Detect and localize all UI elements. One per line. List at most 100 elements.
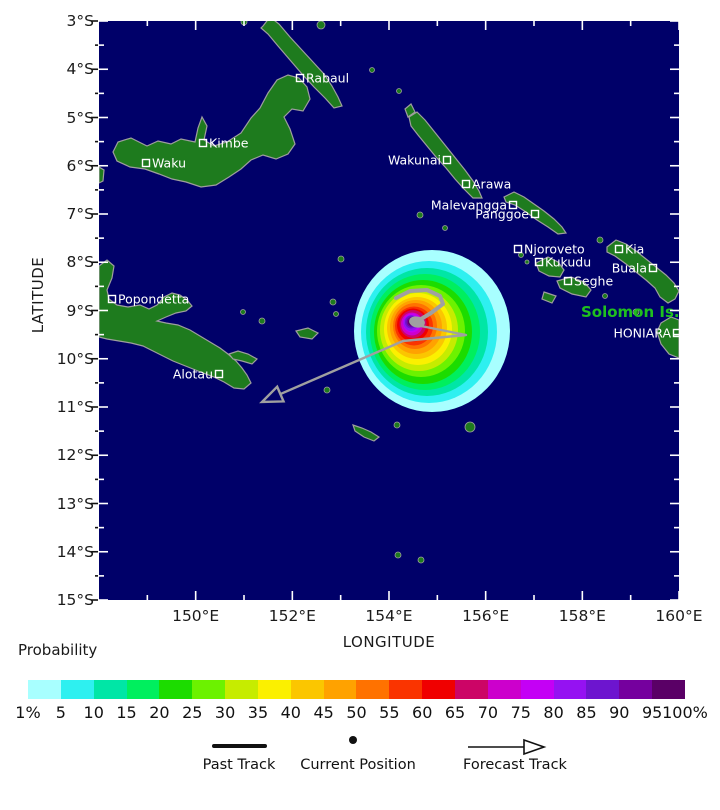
city-label-kukudu: Kukudu <box>545 255 591 270</box>
islet <box>323 386 331 394</box>
islet <box>329 298 337 306</box>
forecast-track-legend-label: Forecast Track <box>463 757 567 773</box>
lat-tick-label: 10°S <box>56 349 94 368</box>
city-label-rabaul: Rabaul <box>306 71 349 86</box>
city-marker-kukudu <box>534 257 544 267</box>
colorbar-tick-label: 40 <box>280 703 301 722</box>
colorbar-tick-label: 75 <box>510 703 531 722</box>
landmass-bougainville <box>408 111 483 199</box>
colorbar-segment <box>323 680 357 699</box>
city-marker-alotau <box>214 369 224 379</box>
past-track-line <box>394 288 445 321</box>
city-marker-buala <box>648 263 658 273</box>
colorbar-segment <box>126 680 160 699</box>
lat-tick-label: 3°S <box>66 12 94 30</box>
forecast-arrowhead <box>259 384 286 404</box>
colorbar-segment <box>225 680 258 699</box>
city-marker-malevangga <box>508 200 518 210</box>
lon-tick-label: 158°E <box>558 607 606 625</box>
islet <box>369 67 375 73</box>
colorbar-tick-label: 55 <box>379 703 400 722</box>
city-marker-njoroveto <box>513 244 523 254</box>
probability-colorbar <box>28 680 685 699</box>
colorbar-segment <box>159 680 193 699</box>
city-marker-rabaul <box>295 73 305 83</box>
city-marker-arawa <box>461 179 471 189</box>
colorbar-segment <box>520 680 554 699</box>
landmass-new-georgia-2 <box>556 276 592 298</box>
lon-tick-label: 150°E <box>172 607 220 625</box>
colorbar-tick-label: 65 <box>444 703 466 722</box>
city-marker-waku <box>141 158 151 168</box>
islet <box>396 88 402 94</box>
islet <box>394 551 402 559</box>
colorbar-segment <box>586 680 620 699</box>
landmass-kiriwina <box>295 327 320 340</box>
region-label: Solomon Is. <box>581 303 680 321</box>
lon-tick-label: 152°E <box>268 607 316 625</box>
forecast-track-line <box>279 324 468 396</box>
islet <box>442 225 448 231</box>
colorbar-tick-label: 20 <box>149 703 170 722</box>
islet <box>316 21 326 30</box>
islet <box>602 293 608 299</box>
colorbar-segment <box>257 680 291 699</box>
lat-tick-label: 4°S <box>66 60 94 79</box>
colorbar-segment <box>553 680 587 699</box>
lat-tick-label: 13°S <box>56 494 94 513</box>
colorbar-segment <box>619 680 653 699</box>
lon-tick-label: 160°E <box>655 607 703 625</box>
lon-tick-label: 156°E <box>462 607 510 625</box>
islet <box>524 259 530 265</box>
city-label-malevangga: Malevangga <box>431 198 507 213</box>
islet <box>337 255 345 263</box>
current-position-legend-icon <box>349 736 357 744</box>
lat-tick-label: 14°S <box>56 542 94 561</box>
current-position-marker <box>409 316 425 328</box>
lon-tick-label: 154°E <box>365 607 413 625</box>
lat-tick-label: 12°S <box>56 446 94 465</box>
colorbar-segment <box>422 680 455 699</box>
landmass-guadalcanal <box>656 316 679 359</box>
longitude-axis-title: LONGITUDE <box>342 633 436 651</box>
colorbar-tick-label: 25 <box>182 703 203 722</box>
map-content: Rabaul Kimbe Waku Wakunai Arawa MalevanggaPan… <box>99 21 680 600</box>
past-track-legend-label: Past Track <box>202 757 276 773</box>
colorbar-tick-label: 90 <box>609 703 630 722</box>
colorbar-tick-label: 5 <box>55 703 66 722</box>
landmass-coast-sliver <box>99 166 105 184</box>
past-track-legend-icon <box>212 744 267 748</box>
current-position-legend-label: Current Position <box>300 757 416 773</box>
colorbar-tick-label: 60 <box>412 703 433 722</box>
islet <box>417 556 425 564</box>
islet <box>333 311 339 317</box>
colorbar-tick-label: 50 <box>346 703 367 722</box>
city-marker-kia <box>614 244 624 254</box>
landmass-new-ireland <box>260 21 343 109</box>
landmass-new-georgia-3 <box>541 291 557 304</box>
city-label-seghe: Seghe <box>574 274 613 289</box>
landmass-atoll <box>227 350 258 365</box>
colorbar-tick-label: 35 <box>247 703 269 722</box>
colorbar-segment <box>290 680 324 699</box>
city-marker-popondetta <box>107 294 117 304</box>
city-label-honiara: HONIARA <box>613 326 671 341</box>
islet <box>416 211 424 219</box>
colorbar-tick-label: 45 <box>313 703 334 722</box>
colorbar-tick-label: 1% <box>15 703 41 722</box>
colorbar-tick-label: 70 <box>477 703 499 722</box>
colorbar-tick-label: 15 <box>116 703 137 722</box>
city-marker-panggoe <box>530 209 540 219</box>
lat-tick-label: 8°S <box>66 253 94 272</box>
colorbar-segment <box>192 680 226 699</box>
city-marker-wakunai <box>442 155 452 165</box>
landmass-santa-isabel <box>606 239 679 304</box>
city-label-kimbe: Kimbe <box>209 136 249 151</box>
city-label-popondetta: Popondetta <box>118 292 189 307</box>
lat-tick-label: 9°S <box>66 301 94 320</box>
city-label-buala: Buala <box>612 261 647 276</box>
colorbar-segment <box>356 680 390 699</box>
city-label-alotau: Alotau <box>173 367 213 382</box>
